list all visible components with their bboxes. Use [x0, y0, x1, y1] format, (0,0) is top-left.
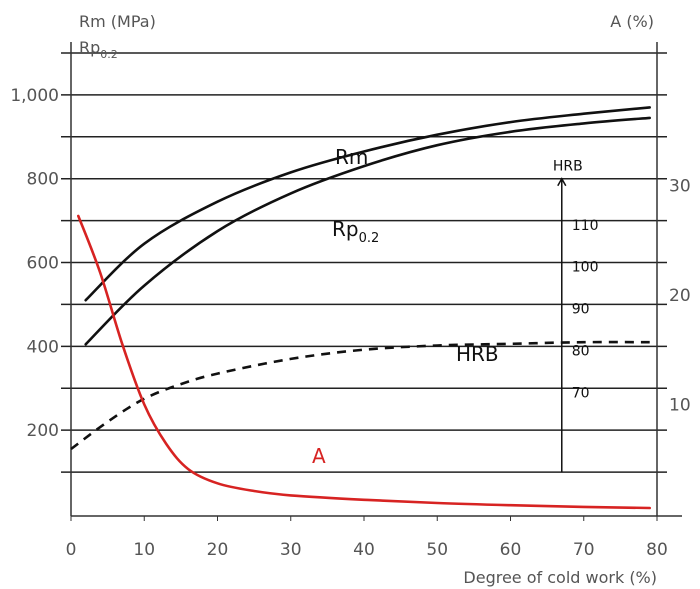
x-tick-label: 20	[207, 540, 229, 560]
x-axis-title: Degree of cold work (%)	[463, 568, 657, 587]
hrb-tick-label: 90	[572, 302, 590, 318]
right-axis-ticks: 10 20 30	[669, 176, 691, 415]
left-axis-title-line1: Rm (MPa)	[79, 12, 156, 31]
right-axis-title: A (%)	[610, 12, 654, 31]
series-hrb-line	[70, 340, 650, 451]
series-label-rp-subscript: 0.2	[359, 231, 380, 246]
x-tick-label: 10	[133, 540, 155, 560]
series-label-hrb: HRB	[456, 342, 499, 366]
series-label-a: A	[312, 444, 326, 468]
x-tick-label: 80	[646, 540, 668, 560]
left-axis-ticks: 200 400 600 800 1,000	[10, 86, 59, 441]
x-tick-label: 60	[500, 540, 522, 560]
x-axis-ticks: 0 10 20 30 40 50 60 70 80	[66, 516, 668, 560]
left-tick-label: 1,000	[10, 86, 59, 106]
left-tick-label: 200	[27, 421, 59, 441]
hrb-tick-label: 100	[572, 260, 599, 276]
hrb-scale: HRB 70 80 90 100 110	[553, 159, 599, 473]
x-tick-label: 70	[573, 540, 595, 560]
hrb-tick-label: 80	[572, 344, 590, 360]
right-tick-label: 20	[669, 286, 691, 306]
series-label-rp: Rp	[332, 217, 359, 241]
gridlines	[61, 52, 667, 473]
x-tick-label: 40	[353, 540, 375, 560]
hrb-scale-ticks: 70 80 90 100 110	[572, 218, 599, 402]
series-rp02-line	[84, 116, 651, 346]
left-axis-title-subscript: 0.2	[100, 48, 118, 61]
left-tick-label: 400	[27, 337, 59, 357]
left-tick-label: 800	[27, 170, 59, 190]
left-axis-title-rp: Rp	[79, 38, 100, 57]
x-tick-label: 30	[280, 540, 302, 560]
series-label-rm: Rm	[335, 145, 368, 169]
series-group	[70, 106, 651, 510]
right-tick-label: 30	[669, 176, 691, 196]
series-rm-line	[84, 106, 651, 302]
x-tick-label: 50	[426, 540, 448, 560]
right-tick-label: 10	[669, 395, 691, 415]
series-a-line	[77, 214, 651, 510]
hrb-scale-title: HRB	[553, 159, 583, 175]
left-axis-title-line2: Rp0.2	[79, 38, 118, 61]
hrb-scale-arrowhead	[557, 177, 567, 187]
series-label-rp02: Rp0.2	[332, 217, 379, 246]
x-tick-label: 0	[66, 540, 77, 560]
hrb-tick-label: 110	[572, 218, 599, 234]
left-tick-label: 600	[27, 254, 59, 274]
hrb-tick-label: 70	[572, 385, 590, 401]
